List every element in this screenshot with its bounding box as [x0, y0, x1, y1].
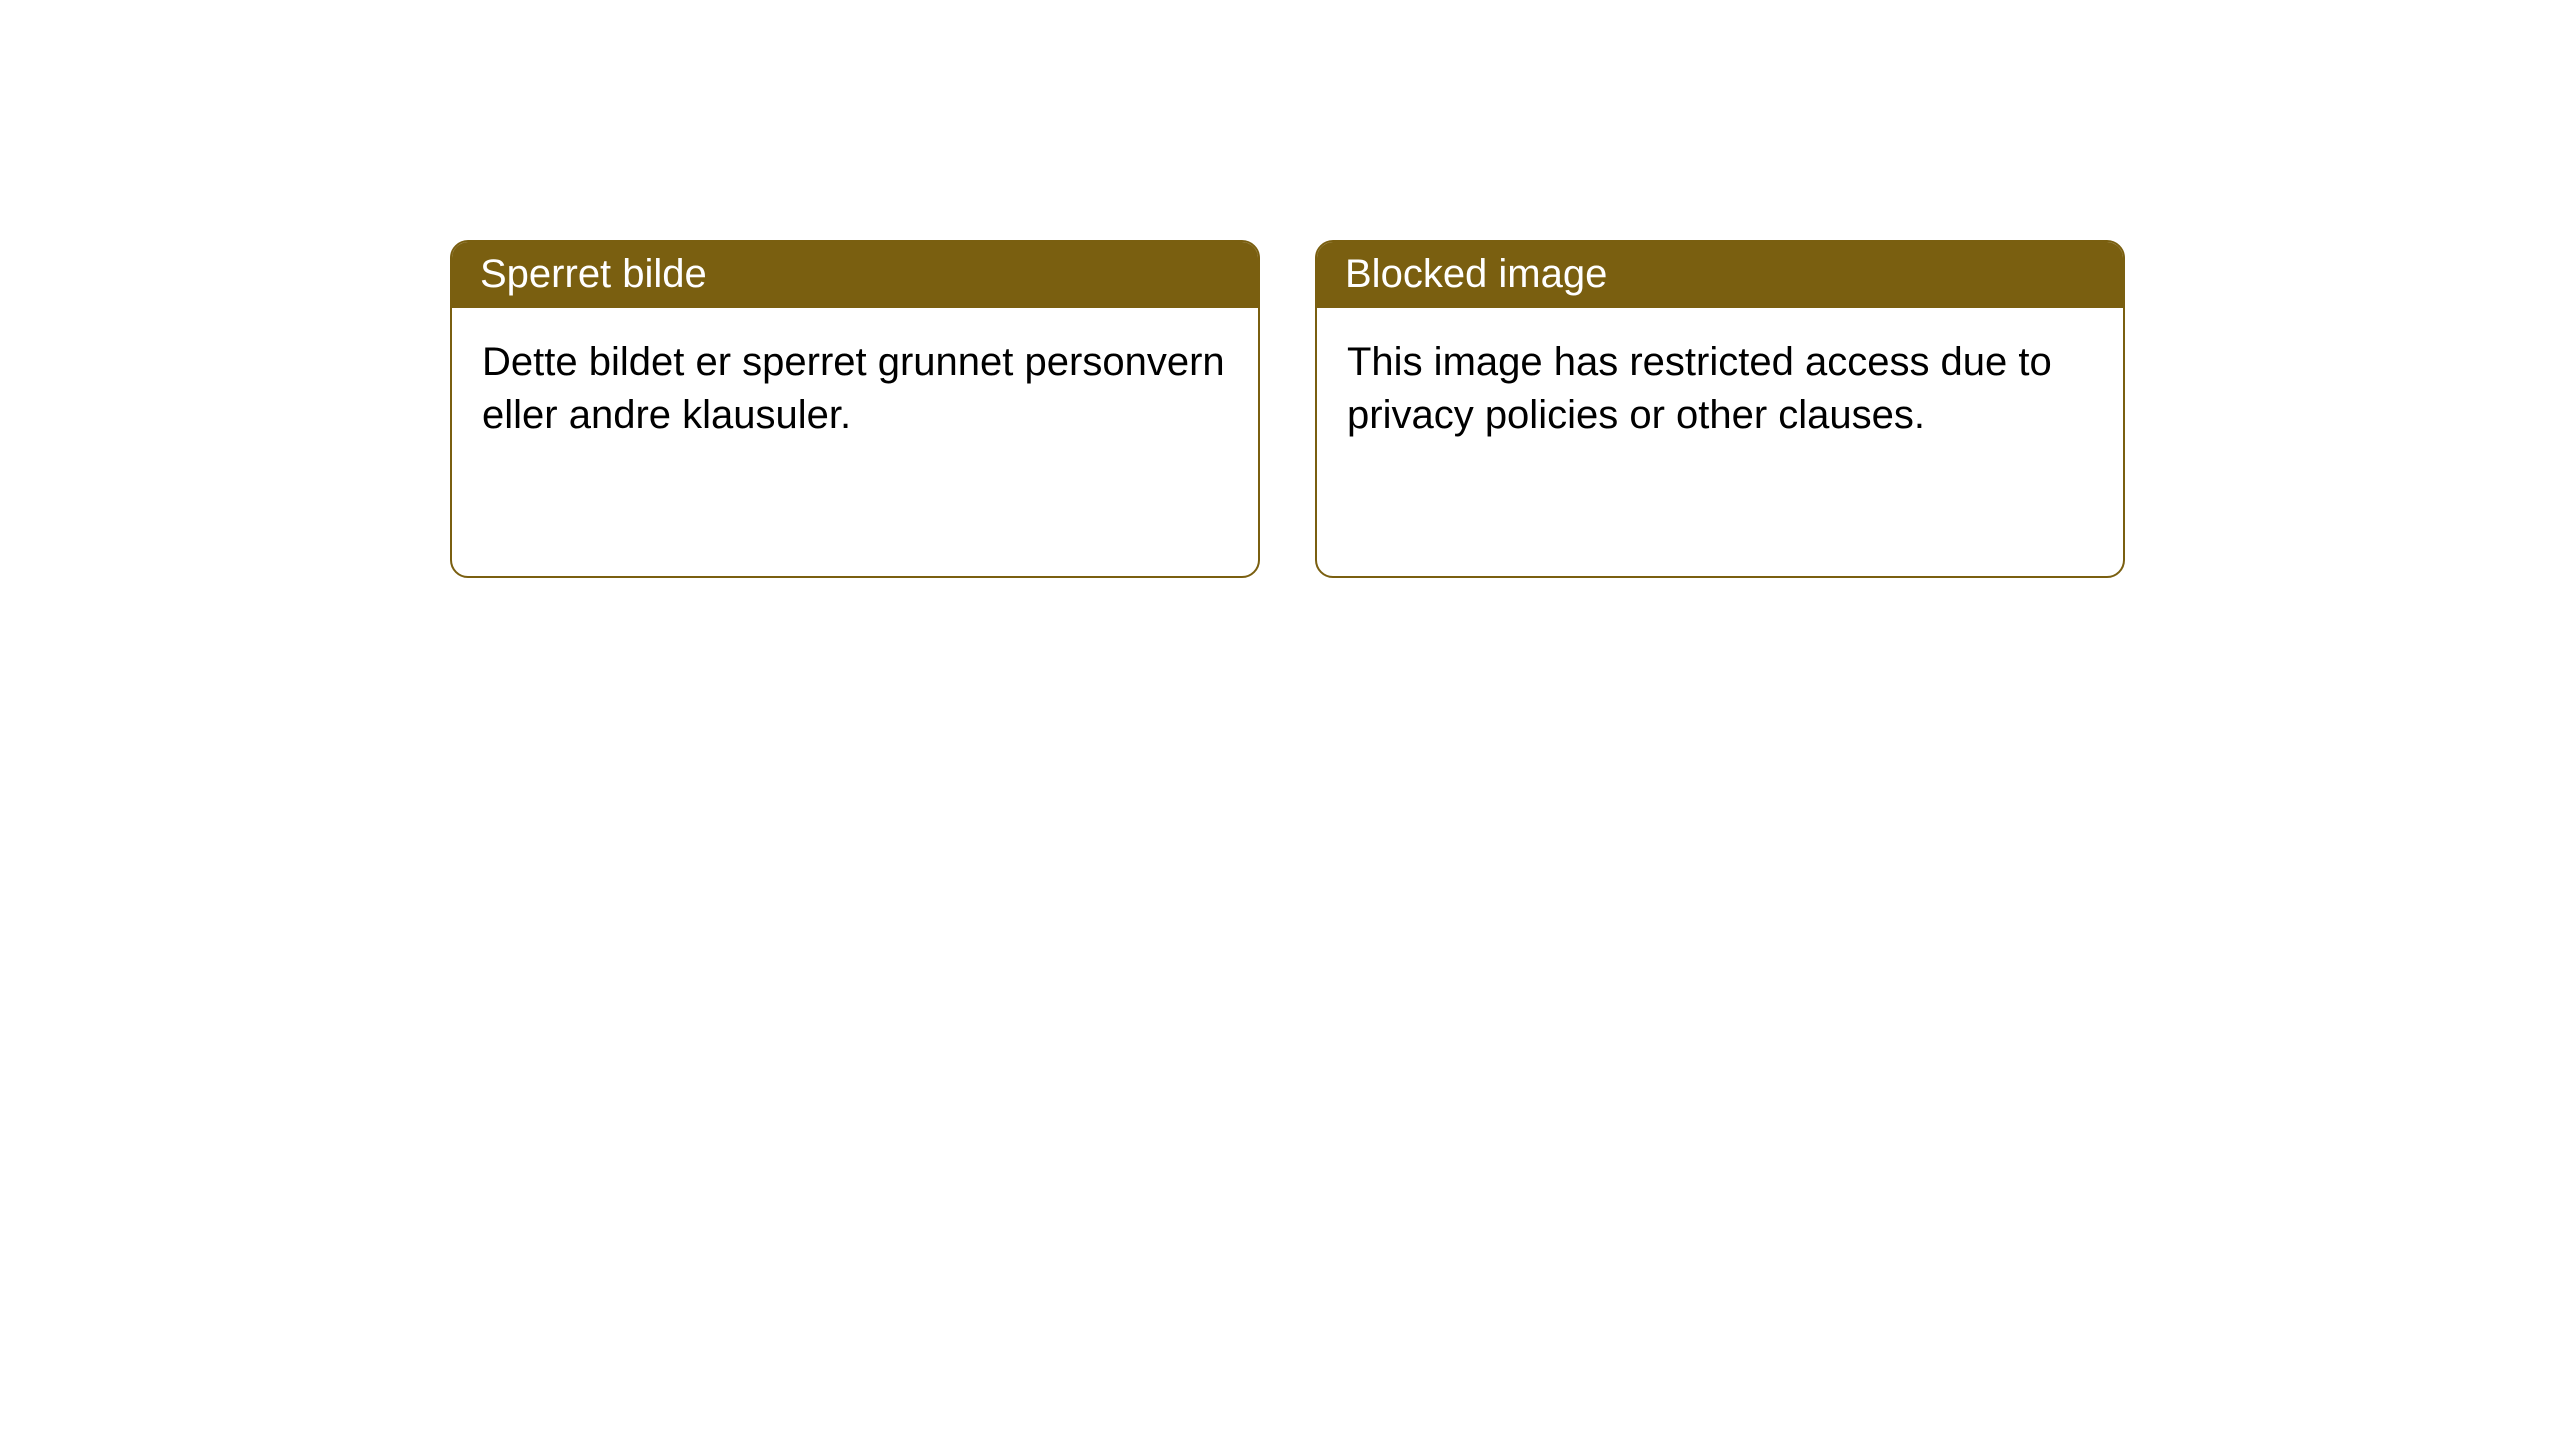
notice-body: Dette bildet er sperret grunnet personve…: [452, 308, 1258, 470]
notice-header: Blocked image: [1317, 242, 2123, 308]
blocked-image-notices: Sperret bilde Dette bildet er sperret gr…: [450, 240, 2125, 578]
notice-header: Sperret bilde: [452, 242, 1258, 308]
notice-box-english: Blocked image This image has restricted …: [1315, 240, 2125, 578]
notice-body: This image has restricted access due to …: [1317, 308, 2123, 470]
notice-box-norwegian: Sperret bilde Dette bildet er sperret gr…: [450, 240, 1260, 578]
